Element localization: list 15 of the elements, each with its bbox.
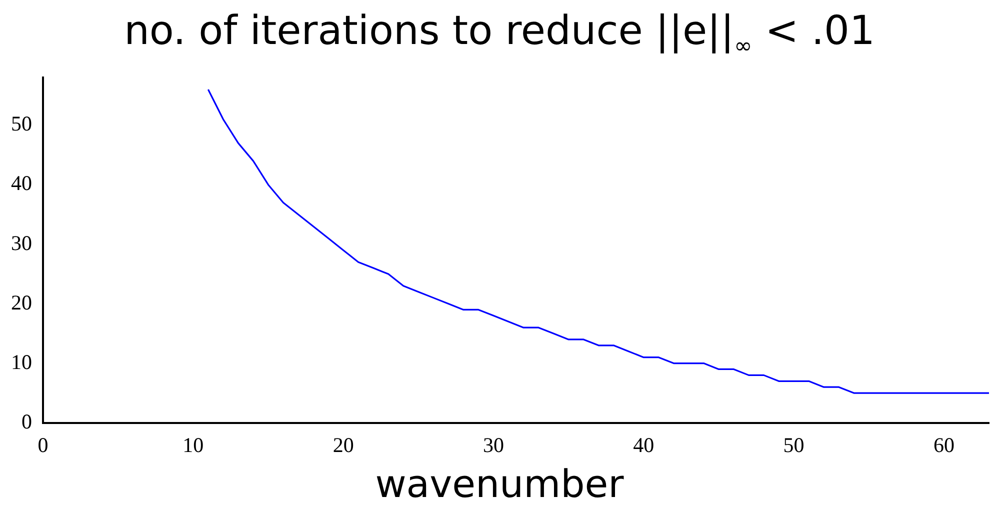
x-tick-label: 40 — [633, 432, 654, 457]
y-tick-label: 20 — [11, 290, 32, 314]
y-tick-label: 30 — [11, 230, 32, 255]
x-tick-label: 20 — [332, 432, 354, 457]
x-tick-label: 60 — [933, 432, 954, 457]
x-tick-label: 10 — [182, 432, 204, 457]
x-tick-label: 0 — [38, 432, 48, 457]
chart-title: no. of iterations to reduce ||e||$_{∞}$ < .01 — [123, 7, 876, 61]
x-tick-label: 30 — [482, 432, 504, 457]
y-tick-label: 50 — [11, 112, 32, 136]
x-tick-label: 50 — [783, 432, 804, 457]
y-tick-label: 40 — [11, 171, 32, 196]
x-axis-title: wavenumber — [374, 462, 625, 506]
y-tick-label: 0 — [22, 409, 32, 434]
y-tick-label: 10 — [11, 350, 32, 374]
